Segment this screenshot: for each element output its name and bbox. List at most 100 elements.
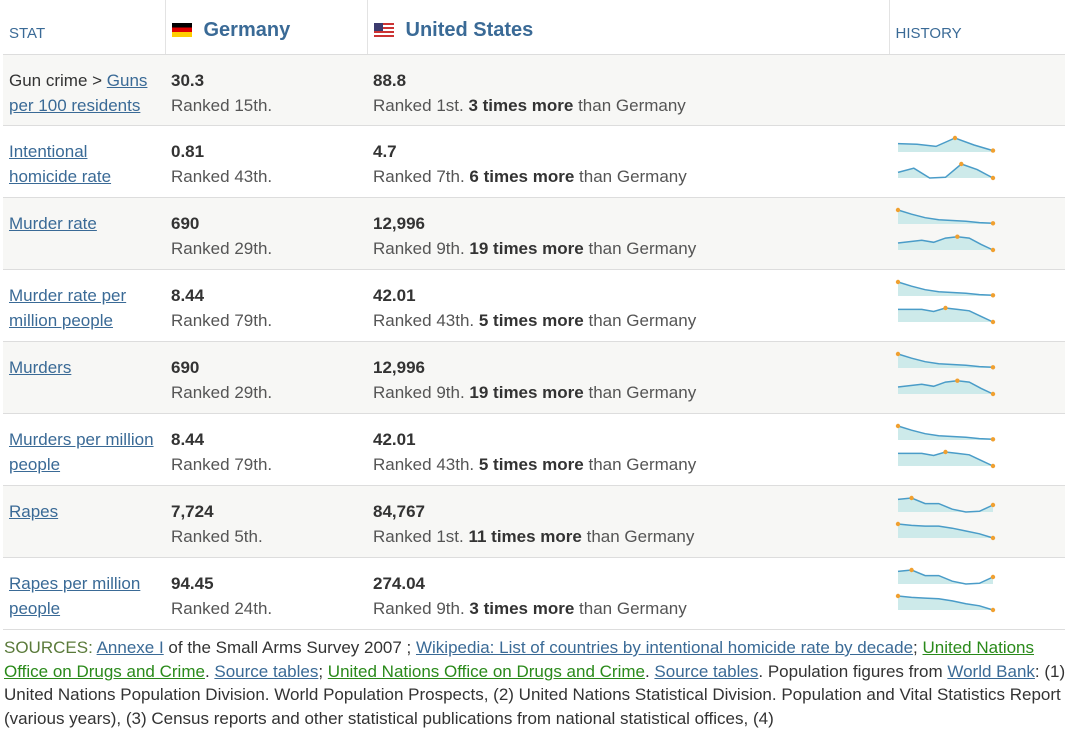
stat-cell: Rapes per million people [3,557,165,630]
history-cell [889,485,1065,558]
us-value: 88.8 [373,71,407,90]
stat-cell: Murder rate per million people [3,269,165,342]
us-flag-icon [373,23,394,37]
link-unodc-2[interactable]: United Nations Office on Drugs and Crime [327,661,645,681]
sparkline-area [898,596,993,610]
header-history: HISTORY [888,0,1065,55]
stat-link[interactable]: Intentional homicide rate [9,142,112,186]
than-germany: than Germany [583,239,697,258]
us-value: 42.01 [373,286,416,305]
sparkline [897,523,994,539]
us-rank: Ranked 7th. [373,167,465,186]
history-sparklines[interactable] [895,278,1005,334]
history-cell [889,54,1065,126]
germany-rank: Ranked 5th. [171,527,263,546]
sparkline-dot [990,574,996,580]
us-rank: Ranked 9th. [373,599,465,618]
germany-cell: 8.44 Ranked 79th. [165,269,367,342]
than-germany: than Germany [583,311,697,330]
us-cell: 42.01 Ranked 43th. 5 times more than Germ… [367,269,889,342]
germany-value: 690 [171,358,200,377]
t: : (1) United Nations Population Division… [4,661,1066,728]
sparkline [897,379,994,395]
us-rank-line: Ranked 43th. 5 times more than Germany [373,308,883,333]
stat-link[interactable]: Murder rate [9,214,97,233]
times-more: 3 times more [469,599,575,618]
us-rank-line: Ranked 9th. 19 times more than Germany [373,236,883,261]
us-value: 42.01 [373,430,416,449]
stat-link[interactable]: Rapes [9,502,59,521]
germany-value: 7,724 [171,502,214,521]
us-value: 12,996 [373,358,425,377]
times-more: 19 times more [469,239,584,258]
table-row: Rapes per million people 94.45 Ranked 24t… [3,557,1065,630]
sparkline-dot [909,567,914,573]
history-sparklines[interactable] [895,350,1005,406]
link-wikipedia[interactable]: Wikipedia: List of countries by intentio… [415,638,914,657]
sparkline-dot [943,305,948,311]
sparkline-dot [895,423,901,429]
history-sparklines[interactable] [895,566,1005,622]
sparkline [897,163,994,179]
times-more: 5 times more [478,455,584,474]
sparkline [897,209,994,225]
stat-cell: Murders per million people [3,413,165,486]
history-sparklines[interactable] [895,422,1005,478]
header-us[interactable]: United States [366,0,889,55]
stat-link[interactable]: Murders [9,358,72,377]
us-rank: Ranked 43th. [373,455,475,474]
sparkline [897,569,994,585]
us-value: 12,996 [373,214,425,233]
us-rank-line: Ranked 1st. 11 times more than Germany [373,524,883,549]
germany-rank: Ranked 29th. [171,383,273,402]
sources: SOURCES: Annexe I of the Small Arms Surv… [0,630,1072,730]
sparkline [897,353,994,369]
history-sparklines[interactable] [895,494,1005,550]
history-cell [889,125,1065,198]
stat-cell: Intentional homicide rate [3,125,165,198]
us-value: 84,767 [373,502,425,521]
us-rank: Ranked 43th. [373,311,475,330]
table-row: Intentional homicide rate 0.81 Ranked 43t… [3,125,1065,198]
history-sparklines[interactable] [895,134,1005,190]
germany-cell: 7,724 Ranked 5th. [165,485,367,558]
germany-value: 30.3 [171,71,205,90]
us-cell: 12,996 Ranked 9th. 19 times more than Ger… [367,197,889,270]
link-world-bank[interactable]: World Bank [947,661,1035,681]
times-more: 11 times more [468,527,582,546]
sparkline [897,425,994,441]
stat-link[interactable]: Rapes per million people [9,574,141,618]
history-sparklines[interactable] [895,206,1005,262]
germany-cell: 690 Ranked 29th. [165,341,367,414]
sparkline-dot [895,351,901,357]
sparkline-area [898,138,993,152]
than-germany: than Germany [574,599,687,618]
us-cell: 42.01 Ranked 43th. 5 times more than Germ… [367,413,889,486]
stat-prefix: Gun crime > [9,71,107,90]
sparkline-dot [990,391,996,397]
germany-rank: Ranked 79th. [171,455,273,474]
us-value: 274.04 [373,574,425,593]
sparkline-dot [990,502,996,508]
table-row: Murder rate per million people 8.44 Ranke… [3,269,1065,342]
than-germany: than Germany [574,167,687,186]
link-unodc-1[interactable]: United Nations Office on Drugs and Crime [4,638,1035,681]
us-rank: Ranked 9th. [373,383,465,402]
link-source-tables-1[interactable]: Source tables [214,661,319,681]
t: . Population figures from [758,661,948,681]
t: ; [913,638,923,657]
comparison-table: STAT Germany United States HISTORY Gun c… [3,0,1065,630]
stat-link[interactable]: Murder rate per million people [9,286,127,330]
stat-link[interactable]: Guns per 100 residents [9,71,148,115]
sparkline-area [898,426,993,440]
header-germany[interactable]: Germany [164,0,367,55]
us-rank-line: Ranked 9th. 19 times more than Germany [373,380,883,405]
us-rank-line: Ranked 1st. 3 times more than Germany [373,93,883,118]
us-cell: 12,996 Ranked 9th. 19 times more than Ger… [367,341,889,414]
stat-link[interactable]: Murders per million people [9,430,154,474]
link-annexe[interactable]: Annexe I [96,638,164,657]
table-row: Murders per million people 8.44 Ranked 79… [3,413,1065,486]
us-rank-line: Ranked 43th. 5 times more than Germany [373,452,883,477]
germany-flag-icon [171,23,192,37]
link-source-tables-2[interactable]: Source tables [654,661,759,681]
